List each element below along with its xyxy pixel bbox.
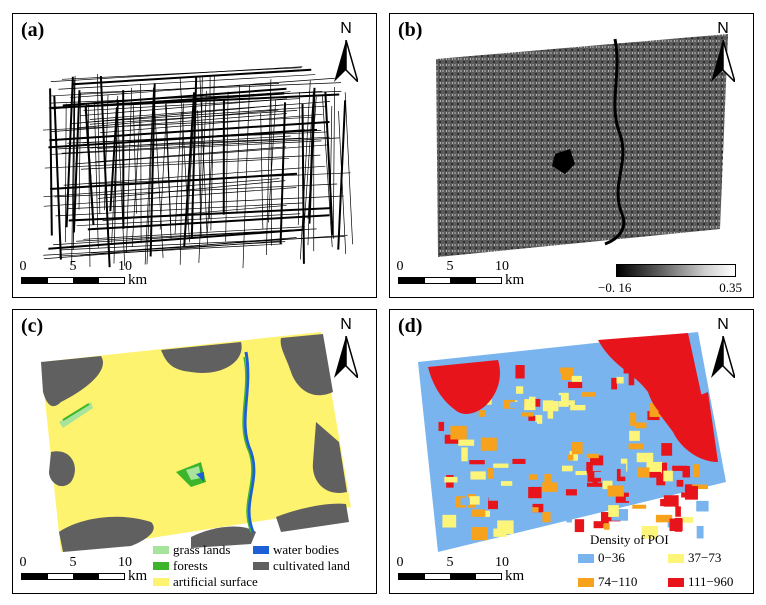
scale-tick: 10 xyxy=(495,259,509,274)
scale-bar-graphic xyxy=(21,277,125,284)
legend-item: water bodies xyxy=(253,542,339,558)
north-label: N xyxy=(717,20,729,37)
panel-d-poi-density: (d) N Density of POI 0−36 37−73 74−110 1… xyxy=(389,309,754,594)
scale-tick: 5 xyxy=(69,259,77,274)
poi-density-map xyxy=(418,332,726,552)
land-cover-map xyxy=(41,332,351,552)
scale-bar: 0 5 10 km xyxy=(396,259,558,293)
north-arrow-icon xyxy=(711,336,735,378)
legend-item: 37−73 xyxy=(668,550,721,566)
scale-tick: 0 xyxy=(396,555,404,570)
legend-item: forests xyxy=(153,558,208,574)
legend-label: 74−110 xyxy=(598,574,638,589)
scale-unit: km xyxy=(505,568,525,584)
scale-bar: 0 5 10 km xyxy=(396,555,558,589)
legend-swatch xyxy=(253,562,269,570)
scale-bar-graphic xyxy=(21,573,125,580)
north-label: N xyxy=(340,20,352,37)
legend-title: Density of POI xyxy=(590,532,669,547)
legend-swatch xyxy=(253,546,269,554)
panel-b-index-map: (b) N −0. 16 0.35 0 5 10 km xyxy=(389,13,754,298)
legend-label: grass lands xyxy=(173,542,231,557)
legend-swatch xyxy=(578,553,594,563)
legend-label: cultivated land xyxy=(273,558,350,573)
legend-swatch xyxy=(578,577,594,587)
scale-bar-graphic xyxy=(398,277,502,284)
north-arrow-icon xyxy=(711,40,735,82)
panel-c-land-cover: (c) N grass lands water bodies forests c… xyxy=(12,309,377,594)
poi-density-legend: Density of POI 0−36 37−73 74−110 111−960 xyxy=(578,532,748,592)
scale-tick: 0 xyxy=(19,259,27,274)
panel-label: (b) xyxy=(398,19,423,41)
legend-item: artificial surface xyxy=(153,574,258,590)
panel-label: (c) xyxy=(21,315,44,337)
panel-label: (a) xyxy=(21,19,45,41)
north-arrow-icon xyxy=(334,336,358,378)
legend-label: forests xyxy=(173,558,208,573)
colorbar-min: −0. 16 xyxy=(598,280,632,295)
scale-tick: 5 xyxy=(69,555,77,570)
legend-swatch xyxy=(153,546,169,554)
north-arrow: N xyxy=(705,20,741,84)
scale-unit: km xyxy=(128,272,148,288)
scale-tick: 5 xyxy=(446,555,454,570)
scale-unit: km xyxy=(128,568,148,584)
north-arrow-icon xyxy=(334,40,358,82)
north-label: N xyxy=(717,316,729,333)
north-arrow: N xyxy=(328,20,364,84)
scale-tick: 5 xyxy=(446,259,454,274)
panel-a-road-network: (a) N 0 5 10 km xyxy=(12,13,377,298)
colorbar: −0. 16 0.35 xyxy=(598,264,742,295)
scale-tick: 10 xyxy=(118,555,132,570)
legend-swatch xyxy=(153,562,169,570)
legend-item: cultivated land xyxy=(253,558,350,574)
scale-bar: 0 5 10 km xyxy=(19,259,181,293)
legend-label: water bodies xyxy=(273,542,340,557)
scale-tick: 10 xyxy=(118,259,132,274)
legend-label: 37−73 xyxy=(688,550,722,565)
legend-label: artificial surface xyxy=(173,574,258,589)
colorbar-gradient xyxy=(616,264,736,277)
north-arrow: N xyxy=(328,316,364,380)
scale-bar: 0 5 10 km xyxy=(19,555,181,589)
road-network-map xyxy=(42,66,353,269)
north-arrow: N xyxy=(705,316,741,380)
legend-label: 111−960 xyxy=(688,574,734,589)
scale-bar-graphic xyxy=(398,573,502,580)
scale-tick: 0 xyxy=(396,259,404,274)
legend-label: 0−36 xyxy=(598,550,625,565)
scale-tick: 10 xyxy=(495,555,509,570)
scale-unit: km xyxy=(505,272,525,288)
legend-swatch xyxy=(153,578,169,586)
land-cover-legend: grass lands water bodies forests cultiva… xyxy=(153,542,373,593)
scale-tick: 0 xyxy=(19,555,27,570)
legend-item: 74−110 xyxy=(578,574,637,590)
legend-item: grass lands xyxy=(153,542,230,558)
panel-label: (d) xyxy=(398,315,423,337)
legend-swatch xyxy=(668,553,684,563)
index-raster-map xyxy=(436,34,728,257)
legend-item: 0−36 xyxy=(578,550,625,566)
legend-swatch xyxy=(668,577,684,587)
legend-item: 111−960 xyxy=(668,574,733,590)
north-label: N xyxy=(340,316,352,333)
colorbar-max: 0.35 xyxy=(719,280,742,295)
